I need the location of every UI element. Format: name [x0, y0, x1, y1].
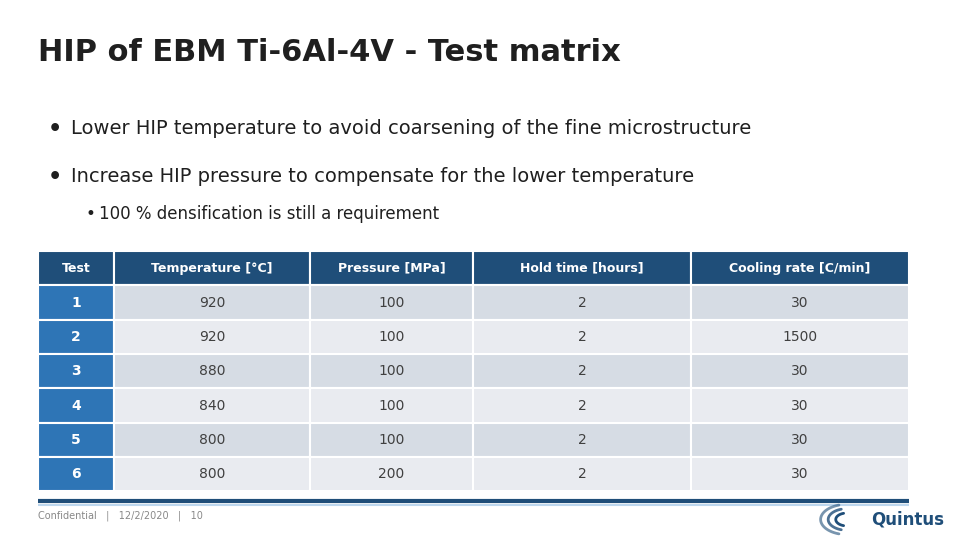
FancyBboxPatch shape: [310, 320, 473, 354]
FancyBboxPatch shape: [114, 320, 310, 354]
FancyBboxPatch shape: [473, 251, 691, 286]
FancyBboxPatch shape: [691, 320, 909, 354]
FancyBboxPatch shape: [310, 251, 473, 286]
Text: Test: Test: [61, 262, 90, 275]
Text: 30: 30: [791, 433, 808, 447]
Text: 2: 2: [578, 399, 587, 413]
Text: 2: 2: [578, 467, 587, 481]
FancyBboxPatch shape: [473, 286, 691, 320]
Text: 2: 2: [578, 330, 587, 344]
FancyBboxPatch shape: [473, 423, 691, 457]
Text: 30: 30: [791, 364, 808, 378]
Text: 100: 100: [378, 399, 405, 413]
Text: •: •: [47, 167, 61, 187]
FancyBboxPatch shape: [691, 423, 909, 457]
FancyBboxPatch shape: [37, 251, 114, 286]
FancyBboxPatch shape: [114, 251, 310, 286]
Text: Temperature [°C]: Temperature [°C]: [152, 262, 273, 275]
Text: 1: 1: [71, 295, 81, 309]
Text: Hold time [hours]: Hold time [hours]: [520, 262, 644, 275]
Text: 1500: 1500: [782, 330, 817, 344]
Text: Increase HIP pressure to compensate for the lower temperature: Increase HIP pressure to compensate for …: [71, 167, 694, 186]
FancyBboxPatch shape: [114, 286, 310, 320]
Text: 3: 3: [71, 364, 81, 378]
Text: Cooling rate [C/min]: Cooling rate [C/min]: [730, 262, 871, 275]
Text: 30: 30: [791, 467, 808, 481]
Text: Lower HIP temperature to avoid coarsening of the fine microstructure: Lower HIP temperature to avoid coarsenin…: [71, 119, 752, 138]
Text: 2: 2: [578, 295, 587, 309]
Text: 100: 100: [378, 433, 405, 447]
Text: 2: 2: [71, 330, 81, 344]
Text: 920: 920: [199, 295, 226, 309]
FancyBboxPatch shape: [37, 320, 114, 354]
Text: Quintus: Quintus: [871, 510, 944, 528]
FancyBboxPatch shape: [37, 388, 114, 423]
Text: 840: 840: [199, 399, 226, 413]
FancyBboxPatch shape: [310, 286, 473, 320]
FancyBboxPatch shape: [37, 423, 114, 457]
Text: •: •: [85, 205, 95, 223]
Text: 100: 100: [378, 295, 405, 309]
FancyBboxPatch shape: [691, 354, 909, 388]
FancyBboxPatch shape: [691, 251, 909, 286]
FancyBboxPatch shape: [691, 457, 909, 491]
Text: 5: 5: [71, 433, 81, 447]
FancyBboxPatch shape: [37, 286, 114, 320]
Text: HIP of EBM Ti-6Al-4V - Test matrix: HIP of EBM Ti-6Al-4V - Test matrix: [37, 38, 620, 67]
FancyBboxPatch shape: [114, 354, 310, 388]
Text: 800: 800: [199, 467, 226, 481]
Text: 880: 880: [199, 364, 226, 378]
Text: 6: 6: [71, 467, 81, 481]
FancyBboxPatch shape: [691, 388, 909, 423]
Text: 200: 200: [378, 467, 405, 481]
Text: Pressure [MPa]: Pressure [MPa]: [338, 262, 445, 275]
Text: 100: 100: [378, 330, 405, 344]
FancyBboxPatch shape: [114, 388, 310, 423]
Text: 2: 2: [578, 433, 587, 447]
FancyBboxPatch shape: [310, 423, 473, 457]
FancyBboxPatch shape: [310, 388, 473, 423]
Text: Confidential   |   12/2/2020   |   10: Confidential | 12/2/2020 | 10: [37, 510, 203, 521]
FancyBboxPatch shape: [310, 354, 473, 388]
FancyBboxPatch shape: [473, 457, 691, 491]
Text: 2: 2: [578, 364, 587, 378]
Text: 30: 30: [791, 399, 808, 413]
FancyBboxPatch shape: [473, 354, 691, 388]
FancyBboxPatch shape: [37, 354, 114, 388]
Text: 4: 4: [71, 399, 81, 413]
Text: 800: 800: [199, 433, 226, 447]
Text: 30: 30: [791, 295, 808, 309]
FancyBboxPatch shape: [114, 423, 310, 457]
FancyBboxPatch shape: [691, 286, 909, 320]
FancyBboxPatch shape: [114, 457, 310, 491]
Text: 100 % densification is still a requirement: 100 % densification is still a requireme…: [100, 205, 440, 223]
FancyBboxPatch shape: [473, 320, 691, 354]
FancyBboxPatch shape: [310, 457, 473, 491]
Text: 920: 920: [199, 330, 226, 344]
FancyBboxPatch shape: [37, 457, 114, 491]
FancyBboxPatch shape: [473, 388, 691, 423]
Text: 100: 100: [378, 364, 405, 378]
Text: •: •: [47, 119, 61, 139]
